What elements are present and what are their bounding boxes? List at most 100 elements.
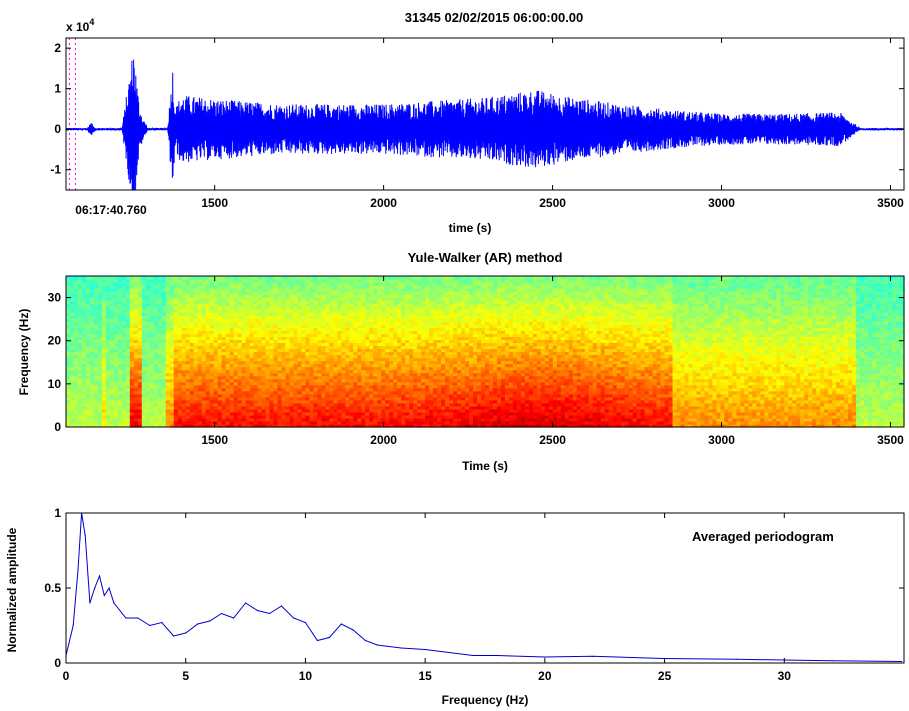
spectrogram-cell <box>421 402 426 407</box>
spectrogram-cell <box>253 372 259 377</box>
spectrogram-cell <box>137 363 143 368</box>
spectrogram-cell <box>149 285 155 289</box>
spectrogram-cell <box>101 315 107 319</box>
spectrogram-cell <box>305 321 311 325</box>
spectrogram-cell <box>285 306 291 310</box>
spectrogram-cell <box>105 381 111 386</box>
spectrogram-cell <box>97 312 103 316</box>
spectrogram-cell <box>397 408 402 413</box>
spectrogram-cell <box>177 411 183 416</box>
spectrogram-cell <box>393 342 398 347</box>
spectrogram-cell <box>273 333 279 337</box>
spectrogram-cell <box>173 279 179 283</box>
spectrogram-cell <box>409 300 414 304</box>
spectrogram-cell <box>105 327 111 331</box>
spectrogram-cell <box>89 300 95 304</box>
spectrogram-cell <box>365 309 370 313</box>
spectrogram-cell <box>309 306 315 310</box>
spectrogram-cell <box>233 417 239 422</box>
spectrogram-cell <box>217 342 223 347</box>
spectrogram-cell <box>153 351 159 356</box>
spectrogram-cell <box>161 396 167 401</box>
spectrogram-cell <box>457 369 462 374</box>
spectrogram-cell <box>401 282 406 286</box>
spectrogram-cell <box>253 333 259 337</box>
spectrogram-cell <box>225 309 231 313</box>
spectrogram-cell <box>145 327 151 331</box>
spectrogram-cell <box>345 330 350 334</box>
spectrogram-cell <box>181 297 187 301</box>
spectrogram-cell <box>89 336 95 341</box>
spectrogram-cell <box>437 306 442 310</box>
spectrogram-cell <box>253 399 259 404</box>
spectrogram-cell <box>269 282 275 286</box>
spectrogram-cell <box>169 327 175 331</box>
spectrogram-cell <box>225 279 231 283</box>
spectrogram-cell <box>249 417 255 422</box>
spectrogram-cell <box>409 336 414 341</box>
spectrogram-cell <box>361 327 366 331</box>
spectrogram-cell <box>209 294 215 298</box>
spectrogram-cell <box>253 330 259 334</box>
spectrogram-cell <box>93 342 99 347</box>
spectrogram-cell <box>273 396 279 401</box>
spectrogram-cell <box>385 339 390 344</box>
spectrogram-cell <box>317 405 322 410</box>
spectrogram-cell <box>93 396 99 401</box>
spectrogram-cell <box>73 363 79 368</box>
spectrogram-cell <box>109 303 115 307</box>
spectrogram-cell <box>201 306 207 310</box>
spectrogram-cell <box>385 300 390 304</box>
spectrogram-cell <box>317 345 322 350</box>
spectrogram-cell <box>341 360 346 365</box>
spectrogram-cell <box>329 333 334 337</box>
spectrogram-cell <box>289 306 295 310</box>
spectrogram-cell <box>73 417 79 422</box>
spectrogram-cell <box>241 330 247 334</box>
spectrogram-cell <box>113 318 119 322</box>
spectrogram-cell <box>173 297 179 301</box>
spectrogram-cell <box>241 384 247 389</box>
spectrogram-cell <box>165 420 171 425</box>
spectrogram-cell <box>401 372 406 377</box>
spectrogram-cell <box>237 327 243 331</box>
spectrogram-cell <box>225 324 231 328</box>
spectrogram-cell <box>429 345 434 350</box>
spectrogram-cell <box>361 291 366 295</box>
spectrogram-cell <box>113 423 119 428</box>
spectrogram-cell <box>77 420 83 425</box>
spectrogram-cell <box>165 312 171 316</box>
spectrogram-cell <box>189 330 195 334</box>
spectrogram-cell <box>233 318 239 322</box>
spectrogram-cell <box>221 336 227 341</box>
spectrogram-cell <box>113 393 119 398</box>
spectrogram-cell <box>117 357 123 362</box>
spectrogram-cell <box>85 420 91 425</box>
spectrogram-cell <box>409 351 414 356</box>
spectrogram-cell <box>97 351 103 356</box>
spectrogram-cell <box>341 408 346 413</box>
spectrogram-cell <box>401 363 406 368</box>
spectrogram-cell <box>321 324 326 328</box>
spectrogram-cell <box>369 300 374 304</box>
spectrogram-cell <box>405 411 410 416</box>
spectrogram-cell <box>77 321 83 325</box>
spectrogram-cell <box>369 387 374 392</box>
spectrogram-cell <box>345 360 350 365</box>
spectrogram-cell <box>381 360 386 365</box>
spectrogram-cell <box>293 408 299 413</box>
spectrogram-cell <box>449 318 454 322</box>
spectrogram-cell <box>361 303 366 307</box>
spectrogram-cell <box>413 330 418 334</box>
spectrogram-cell <box>317 390 322 395</box>
spectrogram-cell <box>369 390 374 395</box>
spectrogram-cell <box>293 357 299 362</box>
spectrogram-cell <box>149 414 155 419</box>
spectrogram-cell <box>173 381 179 386</box>
spectrogram-cell <box>297 369 303 374</box>
spectrogram-cell <box>269 303 275 307</box>
spectrogram-cell <box>377 393 382 398</box>
spectrogram-cell <box>265 324 271 328</box>
spectrogram-cell <box>321 351 326 356</box>
spectrogram-cell <box>145 318 151 322</box>
